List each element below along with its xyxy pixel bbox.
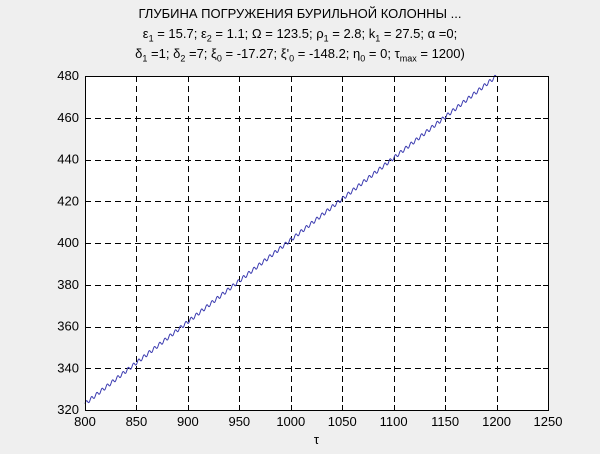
x-tick-label: 950: [228, 414, 250, 429]
x-tick-label: 1050: [328, 414, 357, 429]
x-tick-label: 800: [74, 414, 96, 429]
grid: [85, 76, 548, 410]
series-layer: [84, 74, 497, 404]
title-xi0prime: ξ'0 = -148.2;: [280, 46, 350, 64]
chart-title-line-1: ГЛУБИНА ПОГРУЖЕНИЯ БУРИЛЬНОЙ КОЛОННЫ ...: [138, 6, 462, 21]
title-delta1: δ1 =1;: [135, 46, 170, 64]
y-tick-label: 480: [57, 68, 79, 83]
chart-title-line-2: ε1 = 15.7; ε2 = 1.1; Ω = 123.5; ρ1 = 2.8…: [0, 26, 600, 44]
y-tick-label: 420: [57, 193, 79, 208]
title-delta2: δ2 =7;: [173, 46, 208, 64]
y-tick-label: 400: [57, 235, 79, 250]
y-tick-label: 340: [57, 360, 79, 375]
title-eps1: ε1 = 15.7;: [142, 26, 198, 44]
title-k1: k1 = 27.5;: [368, 26, 425, 44]
x-tick-label: 1200: [482, 414, 511, 429]
y-tick-label: 460: [57, 110, 79, 125]
title-eps2: ε2 = 1.1;: [200, 26, 249, 44]
title-taumax: τmax = 1200): [394, 46, 465, 64]
x-axis-label: τ: [314, 432, 320, 447]
title-eta0: η0 = 0;: [353, 46, 391, 64]
y-tick-label: 360: [57, 319, 79, 334]
x-tick-label: 1150: [431, 414, 459, 429]
title-rho1: ρ1 = 2.8;: [316, 26, 366, 44]
series-line-0: [84, 74, 497, 404]
x-tick-label: 1100: [380, 414, 408, 429]
x-tick-label: 900: [177, 414, 199, 429]
y-tick-label: 320: [57, 402, 79, 417]
x-tick-label: 1000: [276, 414, 305, 429]
title-xi0: ξ0 = -17.27;: [211, 46, 278, 64]
x-tick-label: 1250: [534, 414, 563, 429]
y-tick-label: 380: [57, 277, 79, 292]
chart-title-line-3: δ1 =1; δ2 =7; ξ0 = -17.27; ξ'0 = -148.2;…: [0, 46, 600, 64]
title-omega: Ω = 123.5;: [251, 26, 313, 41]
x-tick-label: 850: [126, 414, 148, 429]
title-alpha: α =0;: [427, 26, 458, 41]
ticks: 800 850 900 950 1000 1050 1100 1150 1200 1250 320 3…: [57, 68, 562, 429]
y-tick-label: 440: [57, 152, 79, 167]
